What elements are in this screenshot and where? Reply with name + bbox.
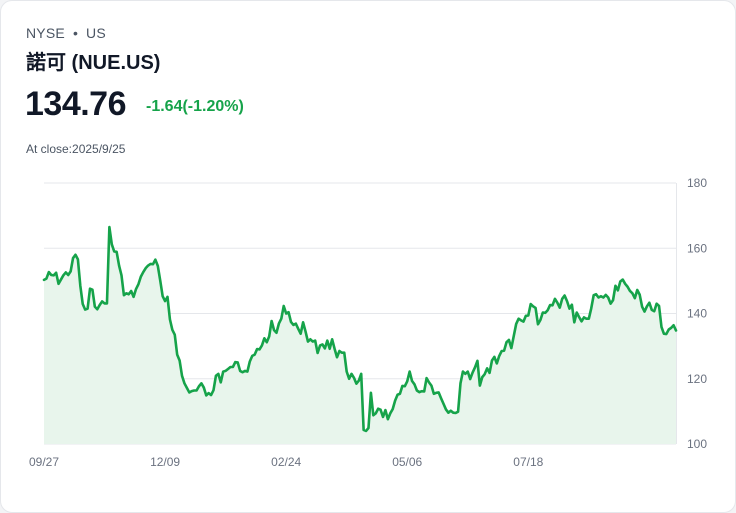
x-tick-label: 07/18: [513, 455, 543, 469]
x-tick-label: 02/24: [271, 455, 301, 469]
y-tick-label: 100: [687, 437, 707, 451]
region-label: US: [86, 25, 106, 41]
price-change: -1.64(-1.20%): [146, 98, 244, 115]
x-tick-label: 09/27: [29, 455, 59, 469]
as-of-date: 2025/9/25: [72, 142, 126, 156]
y-tick-label: 180: [687, 176, 707, 190]
x-tick-label: 05/06: [392, 455, 422, 469]
exchange-label: NYSE: [26, 25, 65, 41]
x-axis-ticks: 09/27 12/09 02/24 05/06 07/18: [29, 455, 544, 469]
y-tick-label: 120: [687, 372, 707, 386]
x-tick-label: 12/09: [150, 455, 180, 469]
exchange-line: NYSE • US: [26, 25, 106, 41]
separator-dot: •: [72, 25, 79, 41]
price-area-fill: [44, 227, 676, 444]
y-axis-ticks: 100 120 140 160 180: [687, 176, 707, 451]
price-line[interactable]: [42, 225, 678, 433]
as-of-label: At close:: [26, 142, 73, 156]
y-tick-label: 160: [687, 241, 707, 255]
stock-name: 諾可 (NUE.US): [26, 52, 161, 74]
last-price: 134.76: [25, 85, 127, 123]
close-date: At close:2025/9/25: [26, 142, 125, 156]
y-tick-label: 140: [687, 307, 707, 321]
